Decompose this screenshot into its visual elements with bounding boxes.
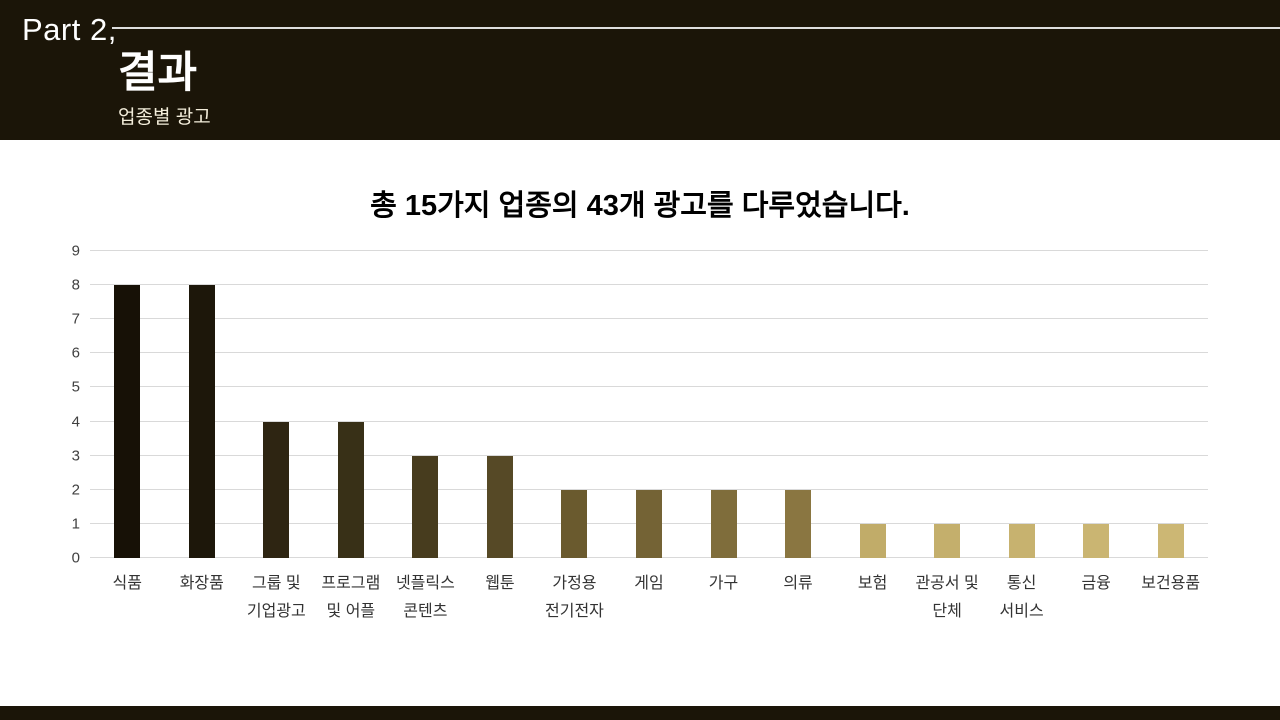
bar-column: [537, 251, 612, 558]
bar-13: [1083, 523, 1110, 558]
bar-10: [859, 523, 886, 558]
slide-header: Part 2, 결과 업종별 광고: [0, 0, 1280, 140]
gridline: [90, 488, 1208, 490]
x-axis-label: 금융: [1081, 575, 1111, 592]
y-tick-label: 6: [71, 344, 80, 362]
slide-title: 결과: [118, 49, 198, 97]
x-axis-label: 관공서 및 단체: [915, 575, 979, 620]
bar-1: [188, 285, 215, 558]
x-axis-label: 웹툰: [485, 575, 515, 592]
x-axis-label: 가정용 전기전자: [545, 575, 604, 620]
x-axis-label: 넷플릭스 콘텐츠: [395, 575, 455, 620]
y-tick-label: 4: [71, 413, 80, 431]
y-tick-label: 5: [71, 378, 80, 396]
y-tick-label: 7: [71, 310, 80, 328]
y-tick-label: 0: [71, 549, 80, 567]
bar-column: [910, 251, 985, 558]
bar-2: [263, 421, 290, 558]
header-divider-line: [112, 27, 1280, 29]
bar-column: [686, 251, 761, 558]
bars-row: [90, 251, 1208, 558]
x-axis-label: 화장품: [179, 575, 224, 592]
bar-8: [710, 489, 737, 558]
bar-11: [934, 523, 961, 558]
bar-0: [114, 285, 141, 558]
y-tick-label: 2: [71, 481, 80, 499]
x-axis-label: 그룹 및 기업광고: [246, 575, 306, 620]
bar-column: [984, 251, 1059, 558]
x-axis-label: 프로그램 및 어플: [321, 575, 381, 620]
x-axis-label: 통신 서비스: [999, 575, 1044, 620]
chart-title: 총 15가지 업종의 43개 광고를 다루었습니다.: [370, 190, 910, 222]
x-axis-label: 보건용품: [1141, 575, 1201, 592]
bar-column: [90, 251, 165, 558]
bar-column: [612, 251, 687, 558]
gridline: [90, 318, 1208, 320]
footer-bar: [0, 706, 1280, 720]
slide-subtitle: 업종별 광고: [118, 107, 211, 128]
bar-3: [337, 421, 364, 558]
x-axis-label: 게임: [634, 575, 664, 592]
bar-column: [1059, 251, 1134, 558]
bar-column: [1133, 251, 1208, 558]
x-axis-label: 의류: [783, 575, 813, 592]
x-axis-label: 가구: [708, 575, 739, 592]
part-label: Part 2,: [22, 12, 117, 47]
y-tick-label: 1: [71, 515, 80, 533]
bar-5: [486, 455, 513, 558]
bar-chart-plot-area: 0 1 2 3 4 5 6 7 8 9: [72, 243, 1208, 567]
y-tick-label: 8: [71, 276, 80, 294]
gridline: [90, 352, 1208, 354]
bar-column: [835, 251, 910, 558]
gridline: [90, 420, 1208, 422]
bar-6: [561, 489, 588, 558]
x-axis-labels: 식품 화장품 그룹 및 기업광고 프로그램 및 어플 넷플릭스 콘텐츠 웹툰 가정용 전기전자 게임 가…: [90, 570, 1208, 626]
bar-column: [165, 251, 240, 558]
bar-column: [239, 251, 314, 558]
y-tick-label: 9: [71, 242, 80, 260]
gridline: [90, 386, 1208, 388]
gridline: [90, 250, 1208, 251]
bar-column: [761, 251, 836, 558]
bar-4: [412, 455, 439, 558]
bar-14: [1157, 523, 1184, 558]
gridline: [90, 454, 1208, 456]
y-tick-label: 3: [71, 447, 80, 465]
bar-column: [314, 251, 389, 558]
x-axis-label: 식품: [112, 575, 142, 592]
bar-9: [785, 489, 812, 558]
x-axis-label: 보험: [857, 575, 888, 592]
bar-column: [388, 251, 463, 558]
bar-7: [635, 489, 662, 558]
bar-column: [463, 251, 538, 558]
bar-12: [1008, 523, 1035, 558]
gridline: [90, 284, 1208, 286]
